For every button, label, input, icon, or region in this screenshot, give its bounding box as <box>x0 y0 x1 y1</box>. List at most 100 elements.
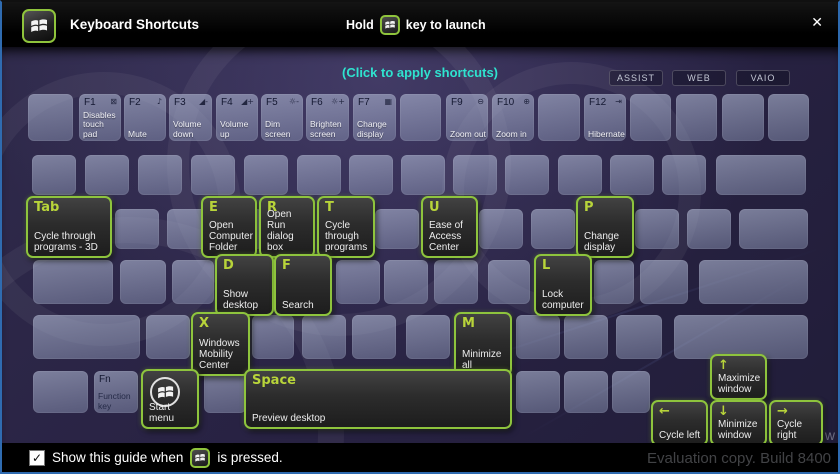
key-capslock <box>33 260 113 304</box>
shortcut-description: Show desktop <box>223 289 259 311</box>
key-s <box>172 260 214 304</box>
vaio-button[interactable]: VAIO <box>736 70 790 86</box>
close-icon[interactable]: ✕ <box>811 15 823 31</box>
shortcut-key-e[interactable]: E Open Computer Folder <box>201 196 257 258</box>
f6-function-icon: ☼+ <box>331 97 345 106</box>
key-rctrl <box>612 371 650 413</box>
key-description: Brighten screen <box>310 119 342 139</box>
shortcut-key-u[interactable]: U Ease of Access Center <box>421 196 478 258</box>
hold-key-hint: Hold key to launch <box>346 2 486 47</box>
key-label: F2 <box>129 97 141 108</box>
key-label: F6 <box>311 97 323 108</box>
shortcut-key-f[interactable]: F Search <box>274 254 332 316</box>
key-delete <box>722 94 764 141</box>
shortcut-description: Open Run dialog box <box>267 209 294 253</box>
shortcut-key-space[interactable]: Space Preview desktop <box>244 369 512 429</box>
shortcut-key-d[interactable]: D Show desktop <box>215 254 274 316</box>
key-esc <box>28 94 73 141</box>
shortcut-description: Cycle through programs <box>325 220 368 253</box>
key-label: F7 <box>358 97 370 108</box>
key-enter <box>699 260 808 304</box>
footer-bar: ✓ Show this guide when is pressed. Evalu… <box>2 443 838 472</box>
key-num3 <box>191 155 235 195</box>
key-label: F1 <box>84 97 96 108</box>
key-k <box>488 260 530 304</box>
key-lshift <box>33 315 140 359</box>
key-num5 <box>297 155 341 195</box>
key-rshift <box>674 315 808 359</box>
key-a <box>120 260 166 304</box>
shortcut-key-x[interactable]: X Windows Mobility Center <box>191 312 250 376</box>
evaluation-watermark: Evaluation copy. Build 8400 <box>646 450 831 467</box>
window-title: Keyboard Shortcuts <box>70 17 200 32</box>
shortcut-key-letter: D <box>223 258 234 273</box>
web-button[interactable]: WEB <box>672 70 726 86</box>
key-equals <box>662 155 706 195</box>
key-label: F5 <box>266 97 278 108</box>
shortcut-key-l[interactable]: L Lock computer <box>534 254 592 316</box>
windows-flag-icon <box>190 447 211 468</box>
key-description: Volume down <box>173 119 202 139</box>
key-f5: F5 ☼- Dim screen <box>261 94 303 141</box>
key-comma <box>516 315 560 359</box>
key-menu <box>564 371 608 413</box>
key-description: Hibernate <box>588 128 625 139</box>
shortcut-key-letter: U <box>429 200 440 215</box>
key-f4: F4 ◢+ Volume up <box>216 94 258 141</box>
key-description: Mute <box>128 128 147 139</box>
f10-function-icon: ⊕ <box>523 97 530 106</box>
key-f6: F6 ☼+ Brighten screen <box>306 94 349 141</box>
key-f8 <box>400 94 441 141</box>
shortcut-key-arrow-left[interactable]: ← Cycle left <box>651 400 708 446</box>
key-backslash <box>739 209 808 249</box>
key-f9: F9 ⊖ Zoom out <box>446 94 488 141</box>
shortcut-key-m[interactable]: M Minimize all <box>454 312 512 376</box>
shortcut-description: Change display <box>584 231 620 253</box>
shortcut-description: Cycle left <box>659 430 701 441</box>
assist-button[interactable]: ASSIST <box>609 70 663 86</box>
shortcut-description: Start menu <box>149 402 175 424</box>
key-semicolon <box>594 260 634 304</box>
key-description: Zoom in <box>496 128 527 139</box>
f2-function-icon: ♪ <box>156 97 162 106</box>
shortcut-key-arrow-down[interactable]: ↓ Minimize window <box>710 400 767 446</box>
key-num7 <box>401 155 445 195</box>
watermark-partial-text: w <box>824 427 835 443</box>
key-period <box>564 315 608 359</box>
key-q <box>115 209 159 249</box>
f9-function-icon: ⊖ <box>477 97 484 106</box>
show-guide-checkbox[interactable]: ✓ <box>29 449 45 466</box>
key-fn: Fn Function key <box>94 371 138 413</box>
shortcut-key-arrow-up[interactable]: ↑ Maximize window <box>710 354 767 400</box>
shortcut-key-p[interactable]: P Change display <box>576 196 634 258</box>
shortcut-key-arrow-right[interactable]: → Cycle right <box>769 400 823 446</box>
shortcut-key-r[interactable]: R Open Run dialog box <box>259 196 315 258</box>
hold-suffix-label: key to launch <box>405 17 486 32</box>
key-lctrl <box>33 371 88 413</box>
key-f3: F3 ◢- Volume down <box>169 94 212 141</box>
show-guide-label-before: Show this guide when <box>52 450 184 465</box>
shortcut-key-t[interactable]: T Cycle through programs <box>317 196 375 258</box>
shortcut-key-letter: Space <box>252 373 296 388</box>
shortcut-key-tab[interactable]: Tab Cycle through programs - 3D <box>26 196 112 258</box>
key-num1 <box>85 155 129 195</box>
key-backspace <box>716 155 806 195</box>
windows-flag-icon <box>150 377 180 407</box>
key-num6 <box>349 155 393 195</box>
shortcut-description: Ease of Access Center <box>429 220 463 253</box>
key-f1: F1 ⊠ Disables touch pad <box>79 94 121 141</box>
key-home <box>768 94 809 141</box>
show-guide-label-after: is pressed. <box>217 450 283 465</box>
shortcut-key-letter: ↓ <box>718 404 729 419</box>
key-label: F12 <box>589 97 607 108</box>
shortcut-description: Preview desktop <box>252 413 326 424</box>
key-quote <box>640 260 688 304</box>
key-label: F9 <box>451 97 463 108</box>
key-description: Zoom out <box>450 128 486 139</box>
key-num9 <box>505 155 549 195</box>
shortcut-key-start-menu[interactable]: Start menu <box>141 369 199 429</box>
key-n <box>406 315 450 359</box>
key-label: F3 <box>174 97 186 108</box>
shortcut-description: Maximize window <box>718 373 761 395</box>
key-description: Change display <box>357 119 387 139</box>
